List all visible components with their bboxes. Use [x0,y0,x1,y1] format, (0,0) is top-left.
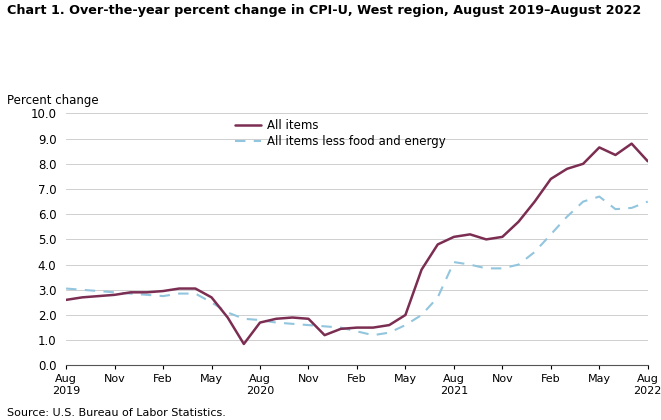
Line: All items less food and energy: All items less food and energy [66,197,648,335]
All items [611,152,619,158]
All items [401,312,409,318]
All items less food and energy [353,329,361,334]
All items less food and energy [95,289,102,294]
All items less food and energy [611,207,619,212]
All items less food and energy [450,260,458,265]
All items less food and energy [498,266,506,271]
All items less food and energy [143,292,151,297]
All items [385,323,393,328]
All items [192,286,200,291]
All items [223,315,231,320]
All items less food and energy [110,290,118,295]
All items less food and energy [418,312,426,318]
All items less food and energy [514,262,522,267]
All items less food and energy [192,291,200,296]
All items less food and energy [223,310,231,315]
All items less food and energy [563,214,571,219]
All items less food and energy [272,320,280,325]
Line: All items: All items [66,144,648,344]
Text: Chart 1. Over-the-year percent change in CPI-U, West region, August 2019–August : Chart 1. Over-the-year percent change in… [7,4,641,17]
All items less food and energy [256,318,264,323]
All items [450,234,458,239]
Legend: All items, All items less food and energy: All items, All items less food and energ… [235,119,446,148]
Text: Percent change: Percent change [7,94,98,107]
All items [337,326,345,331]
All items less food and energy [159,294,167,299]
All items less food and energy [385,330,393,335]
All items [596,145,603,150]
All items less food and energy [62,286,70,291]
All items [159,289,167,294]
All items [62,297,70,302]
All items less food and energy [628,205,636,210]
All items [531,199,539,204]
All items [547,176,555,181]
Text: Source: U.S. Bureau of Labor Statistics.: Source: U.S. Bureau of Labor Statistics. [7,408,225,418]
All items less food and energy [547,232,555,237]
All items less food and energy [483,266,490,271]
All items less food and energy [208,300,215,305]
All items [579,161,587,166]
All items [434,242,442,247]
All items [208,295,215,300]
All items [514,219,522,224]
All items [321,333,329,338]
All items less food and energy [175,291,183,296]
All items [127,290,135,295]
All items [644,159,652,164]
All items less food and energy [531,249,539,255]
All items [369,325,377,330]
All items less food and energy [78,287,86,292]
All items [78,295,86,300]
All items less food and energy [434,295,442,300]
All items less food and energy [127,291,135,296]
All items less food and energy [579,199,587,204]
All items [498,234,506,239]
All items [256,320,264,325]
All items [418,267,426,272]
All items [563,166,571,171]
All items [483,237,490,242]
All items less food and energy [288,321,296,326]
All items less food and energy [644,199,652,204]
All items less food and energy [369,333,377,338]
All items [628,141,636,146]
All items [466,232,474,237]
All items [305,316,313,321]
All items less food and energy [305,323,313,328]
All items less food and energy [240,316,248,321]
All items [288,315,296,320]
All items less food and energy [596,194,603,199]
All items [95,294,102,299]
All items [272,316,280,321]
All items less food and energy [466,262,474,267]
All items [353,325,361,330]
All items less food and energy [321,324,329,329]
All items [143,290,151,295]
All items [110,292,118,297]
All items less food and energy [337,325,345,330]
All items [240,341,248,346]
All items [175,286,183,291]
All items less food and energy [401,323,409,328]
